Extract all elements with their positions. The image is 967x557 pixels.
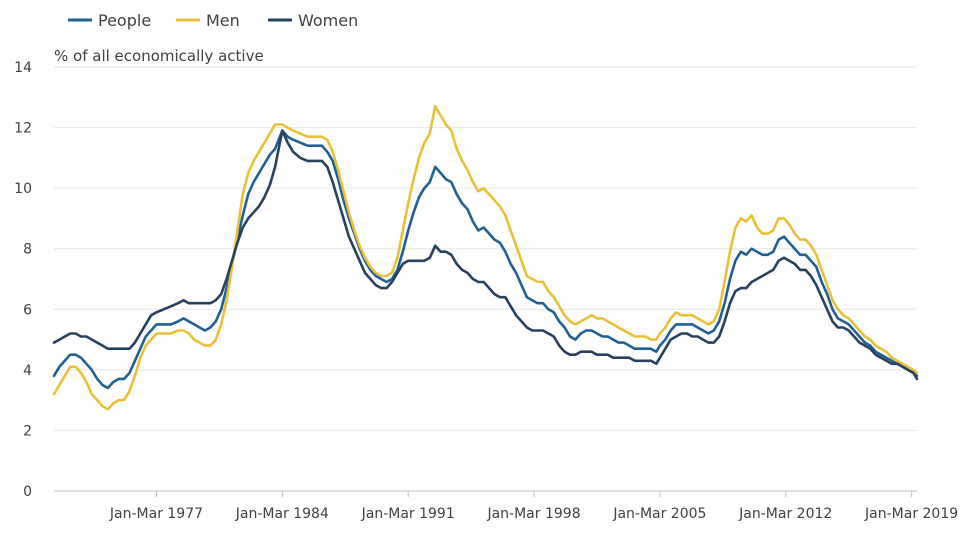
y-tick-label: 0: [23, 484, 32, 500]
x-tick-label: Jan-Mar 1998: [486, 506, 580, 522]
legend-label-men: Men: [206, 11, 240, 30]
y-tick-label: 2: [23, 423, 32, 439]
legend-label-people: People: [98, 11, 151, 30]
x-axis-ticks: Jan-Mar 1977 Jan-Mar 1984 Jan-Mar 1991 Jan-…: [109, 491, 958, 522]
series-group: [52, 105, 919, 411]
y-tick-label: 12: [14, 121, 32, 137]
x-tick-label: Jan-Mar 2005: [612, 506, 706, 522]
y-tick-label: 10: [14, 181, 32, 197]
gridlines: [54, 66, 917, 431]
x-tick-label: Jan-Mar 1991: [361, 506, 455, 522]
y-tick-label: 4: [23, 363, 32, 379]
x-tick-label: Jan-Mar 1984: [235, 506, 329, 522]
legend-label-women: Women: [298, 11, 358, 30]
y-tick-label: 8: [23, 242, 32, 258]
series-line-men: [52, 105, 919, 411]
series-line-women: [52, 129, 919, 381]
y-axis-ticks: 0 2 4 6 8 10 12 14: [14, 60, 32, 500]
x-tick-label: Jan-Mar 2012: [738, 506, 832, 522]
y-tick-label: 14: [14, 60, 32, 76]
x-tick-label: Jan-Mar 1977: [109, 506, 203, 522]
x-tick-label: Jan-Mar 2019: [864, 506, 958, 522]
y-tick-label: 6: [23, 302, 32, 318]
legend: People Men Women: [68, 11, 358, 30]
y-axis-label: % of all economically active: [54, 47, 264, 65]
series-line-people: [52, 129, 919, 390]
